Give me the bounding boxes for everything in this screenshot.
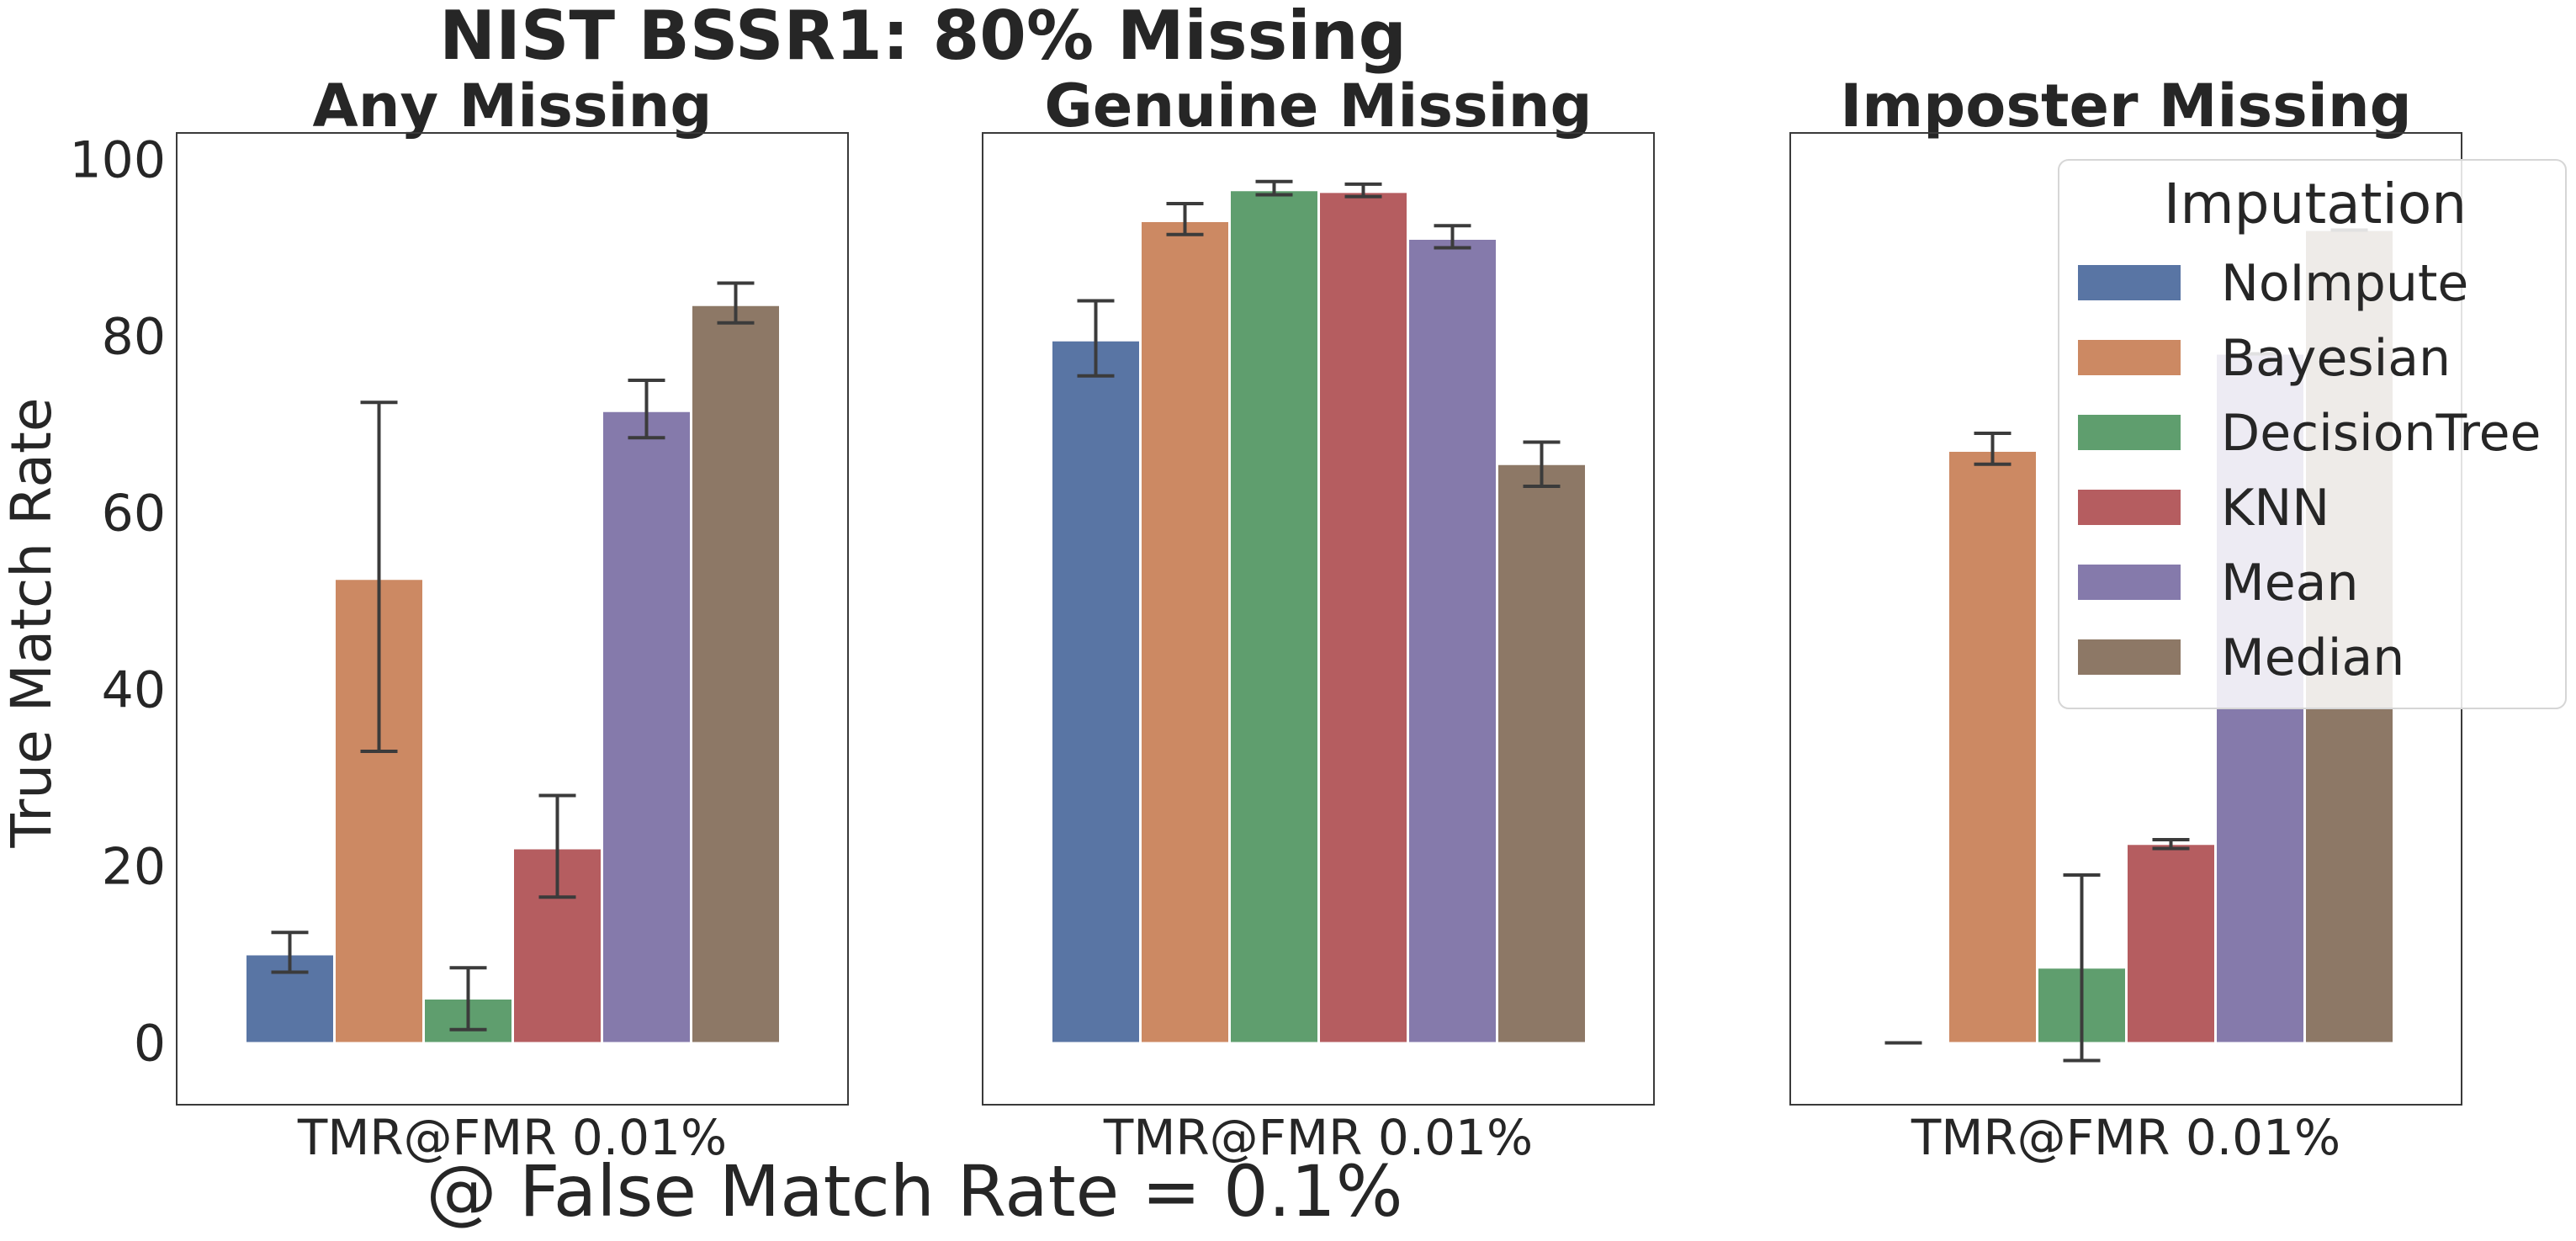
legend: Imputation NoImpute Bayesian DecisionTree KN… [2058,159,2567,709]
legend-entry-noimpute: NoImpute [2078,254,2468,313]
legend-box [2058,159,2567,709]
error-bar-bayesian [360,400,398,753]
legend-swatch [2078,340,2181,375]
x-tick-label: TMR@FMR 0.01% [1103,1109,1533,1166]
legend-label: Median [2221,628,2404,687]
legend-entry-mean: Mean [2078,554,2358,613]
error-bar-noimpute [271,931,309,974]
legend-swatch [2078,415,2181,450]
legend-swatch [2078,639,2181,675]
x-tick-label: TMR@FMR 0.01% [1911,1109,2340,1166]
legend-label: NoImpute [2221,254,2468,313]
error-bar-decisiontree [449,966,487,1032]
error-bar-knn [1344,182,1382,199]
bar-median [1497,463,1587,1044]
panel-2: Genuine Missing TMR@FMR 0.01% [982,72,1655,1166]
error-bar-mean [628,379,665,440]
y-tick-label: 20 [102,838,166,897]
bar-bayesian [1140,220,1230,1044]
panel-frame [176,132,849,1106]
error-bar-bayesian [1166,202,1204,236]
panel-title: Genuine Missing [1044,72,1592,141]
panel-1: Any Missing TMR@FMR 0.01% 0 20 40 60 80 100 [69,72,849,1166]
error-bar-median [717,281,755,325]
error-bar-knn [538,793,576,899]
bar-mean [602,410,692,1044]
bar-bayesian [1948,450,2038,1044]
legend-swatch [2078,565,2181,600]
bar-knn [2126,843,2216,1044]
bar-median [691,304,781,1044]
error-bar-mean [1434,224,1471,250]
error-bar-decisiontree [1255,179,1293,197]
y-tick-label: 60 [102,485,166,544]
y-tick-label: 80 [102,308,166,367]
y-tick-label: 0 [134,1015,166,1074]
error-bar-bayesian [1974,432,2012,466]
panel-frame [982,132,1655,1106]
error-bar-decisiontree [2063,873,2101,1063]
bar-mean [1407,238,1497,1044]
panel-title: Imposter Missing [1840,72,2412,141]
legend-swatch [2078,490,2181,525]
legend-entry-median: Median [2078,628,2404,687]
legend-label: KNN [2221,479,2330,538]
legend-label: DecisionTree [2221,404,2541,463]
legend-label: Mean [2221,554,2358,613]
chart-title: NIST BSSR1: 80% Missing [439,0,1407,75]
bar-decisiontree [1229,189,1319,1044]
legend-label: Bayesian [2221,329,2451,388]
legend-swatch [2078,265,2181,300]
x-tick-label: TMR@FMR 0.01% [297,1109,727,1166]
x-axis-label: @ False Match Rate = 0.1% [426,1150,1402,1233]
legend-title: Imputation [2164,172,2467,236]
panels-group: Any Missing TMR@FMR 0.01% 0 20 40 60 80 100 Genu… [69,72,2462,1166]
bar-knn [1318,191,1408,1044]
error-bar-noimpute [1077,299,1115,378]
y-axis-label: True Match Rate [0,398,64,849]
error-bar-median [1523,440,1561,488]
legend-entry-bayesian: Bayesian [2078,329,2451,388]
y-tick-label: 40 [102,661,166,720]
y-tick-label: 100 [69,131,166,190]
error-bar-knn [2152,838,2190,851]
legend-entry-decisiontree: DecisionTree [2078,404,2541,463]
legend-entry-knn: KNN [2078,479,2330,538]
panel-title: Any Missing [313,72,713,141]
bar-noimpute [1051,339,1141,1044]
